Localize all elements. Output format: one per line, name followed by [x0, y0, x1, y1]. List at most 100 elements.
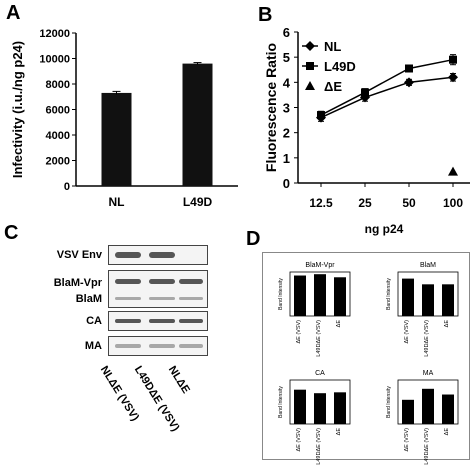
data-point: [317, 111, 325, 120]
small-bar: [402, 399, 414, 424]
panel-d-letter: D: [246, 228, 261, 250]
y-tick-label: 4000: [46, 130, 70, 142]
y-tick-label: 2000: [46, 156, 70, 168]
x-tick-label: 50: [402, 196, 416, 210]
band: [149, 319, 175, 323]
bar-nl: [101, 92, 132, 186]
chart-b: 0 1 2 3 4 5 6 12.5 25 50 100 ng p24 Fluorescence Rat…: [263, 25, 470, 236]
band: [149, 297, 175, 300]
x-tick-label: 100: [443, 196, 463, 210]
series-line: [320, 76, 454, 119]
y-axis-label: Infectivity (i.u./ng p24): [10, 41, 25, 178]
blot-strip-ca: [108, 311, 208, 331]
band: [115, 252, 141, 258]
data-point: [404, 77, 414, 88]
small-x-label: ΔE (VSV): [404, 320, 410, 344]
band: [149, 344, 175, 348]
band: [179, 344, 203, 348]
small-x-label: ΔE (VSV): [296, 428, 302, 452]
y-tick-label: 10000: [39, 54, 70, 66]
data-point: [448, 72, 458, 83]
y-tick-label: 0: [283, 176, 290, 191]
y-tick-label: 8000: [46, 79, 70, 91]
band: [179, 319, 203, 323]
blot-label-ma: MA: [84, 340, 102, 352]
legend-label: NL: [324, 39, 341, 54]
bar-l49d: [182, 63, 213, 186]
small-chart-ylabel: Band Intensity: [386, 386, 392, 418]
y-tick-label: 1: [283, 151, 290, 166]
small-bar: [402, 278, 414, 316]
panel-c-letter: C: [4, 222, 19, 244]
small-bar: [334, 277, 346, 316]
x-tick-label: 25: [358, 196, 372, 210]
blot-strip-blam: [108, 270, 208, 308]
band: [149, 279, 175, 284]
data-point: [449, 55, 457, 64]
x-tick-label: NL: [109, 195, 125, 209]
blot-label-blam-vpr: BlaM-Vpr: [53, 277, 102, 289]
legend-label: ΔE: [324, 79, 342, 94]
small-bar: [314, 393, 326, 424]
small-bar: [334, 392, 346, 424]
legend-marker: [305, 81, 315, 90]
y-tick-label: 0: [64, 181, 70, 193]
small-chart-title: CA: [315, 370, 325, 377]
chart-a: 0 2000 4000 6000 8000 10000 12000 NL L49D Infecti…: [10, 28, 238, 209]
data-point: [448, 166, 458, 176]
band: [149, 252, 175, 258]
blot-strip-ma: [108, 336, 208, 356]
small-bar: [422, 388, 434, 424]
blot-label-vsv-env: VSV Env: [56, 249, 102, 261]
small-x-label: ΔE (VSV): [296, 320, 302, 344]
panel-a-letter: A: [6, 2, 21, 24]
legend-marker: [305, 41, 315, 51]
small-chart-title: BlaM: [420, 262, 436, 269]
y-tick-label: 4: [283, 75, 291, 90]
small-x-label: L49DΔE (VSV): [316, 428, 322, 465]
y-tick-label: 2: [283, 126, 290, 141]
y-tick-label: 6: [283, 25, 290, 40]
x-axis-label: ng p24: [365, 222, 404, 236]
small-bar: [422, 284, 434, 316]
band: [179, 279, 203, 284]
small-x-label: ΔE: [444, 320, 450, 328]
blot-label-ca: CA: [86, 315, 102, 327]
band: [115, 297, 141, 300]
small-x-label: ΔE (VSV): [404, 428, 410, 452]
small-chart-ylabel: Band Intensity: [278, 278, 284, 310]
small-chart-title: MA: [423, 370, 434, 377]
small-bar: [442, 394, 454, 424]
blot-label-blam: BlaM: [75, 293, 102, 305]
panel-b-letter: B: [258, 4, 273, 26]
band: [115, 279, 141, 284]
y-tick-label: 6000: [46, 105, 70, 117]
y-tick-label: 3: [283, 101, 290, 116]
y-tick-label: 12000: [39, 28, 70, 40]
legend-label: L49D: [324, 59, 356, 74]
small-x-label: ΔE: [336, 320, 342, 328]
y-tick-label: 5: [283, 50, 290, 65]
small-bar: [314, 274, 326, 316]
small-chart-ylabel: Band Intensity: [278, 386, 284, 418]
legend-marker: [306, 62, 314, 70]
data-point: [405, 64, 413, 73]
series-line: [320, 58, 454, 116]
band: [179, 297, 203, 300]
small-x-label: L49DΔE (VSV): [424, 428, 430, 465]
small-x-label: ΔE: [444, 428, 450, 436]
x-tick-label: 12.5: [309, 196, 333, 210]
small-x-label: L49DΔE (VSV): [316, 320, 322, 357]
small-bar: [294, 275, 306, 316]
data-point: [361, 88, 369, 97]
small-x-label: ΔE: [336, 428, 342, 436]
panel-d-charts: BlaM-Vpr Band Intensity ΔE (VSV) L49DΔE (VS…: [278, 262, 459, 465]
blot-strip-vsv-env: [108, 245, 208, 265]
small-bar: [442, 284, 454, 316]
small-chart-ylabel: Band Intensity: [386, 278, 392, 310]
small-chart-title: BlaM-Vpr: [305, 262, 335, 269]
y-axis-label: Fluorescence Ratio: [263, 43, 279, 172]
band: [115, 319, 141, 323]
